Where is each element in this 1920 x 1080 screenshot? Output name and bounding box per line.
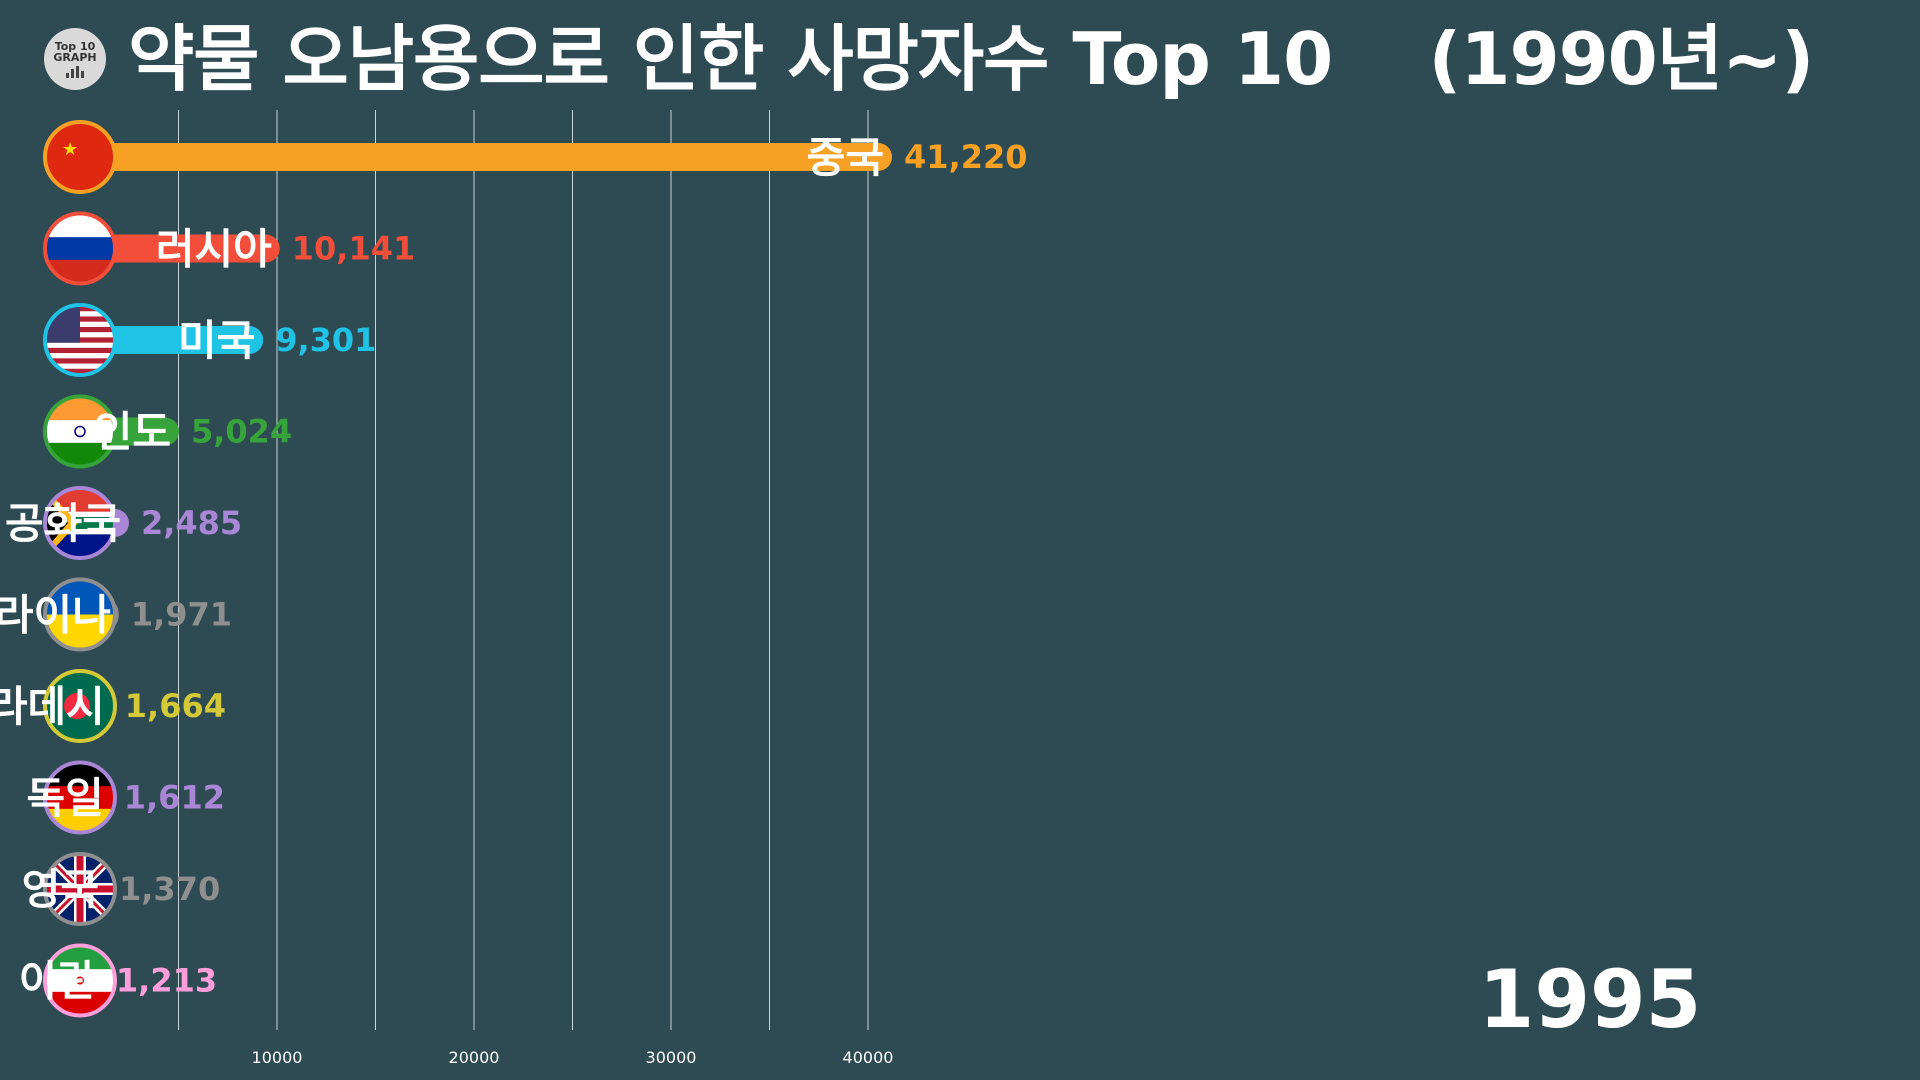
value-label: 1,370 [119,870,220,908]
category-label: 남아프리카 공화국 [0,499,121,548]
category-label: 독일 [26,774,103,823]
bar-row: 영국 1,370 [22,852,220,926]
category-label: 러시아 [156,225,272,274]
bangladesh-flag-icon [43,669,117,743]
bar-row: 독일 1,612 [26,760,225,835]
x-tick-label: 20000 [449,1048,500,1067]
logo-line2: GRAPH [53,50,97,64]
china-flag-icon: ★ [43,120,117,194]
bar-row: 우크라이나 1,971 [0,577,232,652]
year-label: 1995 [1478,953,1702,1046]
bar [100,234,280,263]
uk-flag-icon [43,852,117,926]
logo-bars-icon [66,65,84,78]
channel-logo: Top 10 GRAPH [44,28,106,90]
bar-row: 남아프리카 공화국 2,485 [0,486,242,560]
value-label: 10,141 [292,230,415,268]
bar-row: 인도 5,024 [43,394,292,469]
india-flag-icon [43,394,117,469]
bar-row: 미국 9,301 [43,303,376,377]
category-label: 우크라이나 [0,591,111,640]
value-label: 41,220 [904,138,1027,176]
bar [100,143,893,171]
russia-flag-icon [43,211,117,286]
value-label: 9,301 [275,321,376,359]
value-label: 1,664 [125,687,226,725]
category-label: 영국 [22,865,99,914]
category-label: 중국 [807,133,884,182]
category-label: 인도 [94,408,171,457]
value-label: 1,971 [131,596,232,634]
bar-row: 방글라데시 1,664 [0,669,226,743]
ukraine-flag-icon [43,577,117,652]
category-label: 미국 [178,316,255,365]
category-label: 이란 [19,957,96,1006]
x-tick-label: 30000 [646,1048,697,1067]
germany-flag-icon [43,760,117,835]
iran-flag-icon [43,943,117,1018]
value-label: 2,485 [141,504,242,542]
usa-flag-icon [43,303,117,377]
south-africa-flag-icon [43,486,117,560]
x-tick-label: 40000 [843,1048,894,1067]
category-label: 방글라데시 [0,682,105,731]
value-label: 5,024 [191,413,292,451]
bar-row: ★ 중국 41,220 [43,120,1028,194]
chart-title: 약물 오남용으로 인한 사망자수 Top 10 (1990년~) [128,17,1814,101]
value-label: 1,612 [124,779,225,817]
logo-line1: Top 10 [54,39,96,53]
bar-row: 이란 1,213 [19,943,217,1018]
svg-text:★: ★ [62,139,78,160]
value-label: 1,213 [116,962,217,1000]
bar [100,326,264,354]
x-tick-label: 10000 [252,1048,303,1067]
bar [100,417,179,446]
bar-row: 러시아 10,141 [43,211,415,286]
